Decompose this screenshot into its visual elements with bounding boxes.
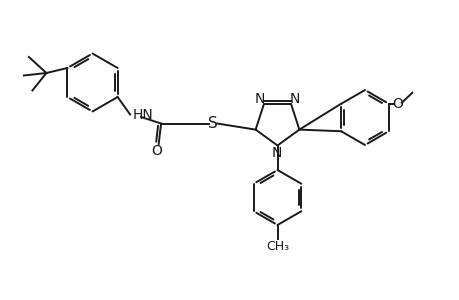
- Text: O: O: [392, 97, 403, 111]
- Text: N: N: [289, 92, 300, 106]
- Text: N: N: [254, 92, 264, 106]
- Text: S: S: [208, 116, 218, 131]
- Text: CH₃: CH₃: [265, 239, 288, 253]
- Text: O: O: [151, 143, 162, 158]
- Text: HN: HN: [132, 107, 153, 122]
- Text: N: N: [271, 146, 281, 160]
